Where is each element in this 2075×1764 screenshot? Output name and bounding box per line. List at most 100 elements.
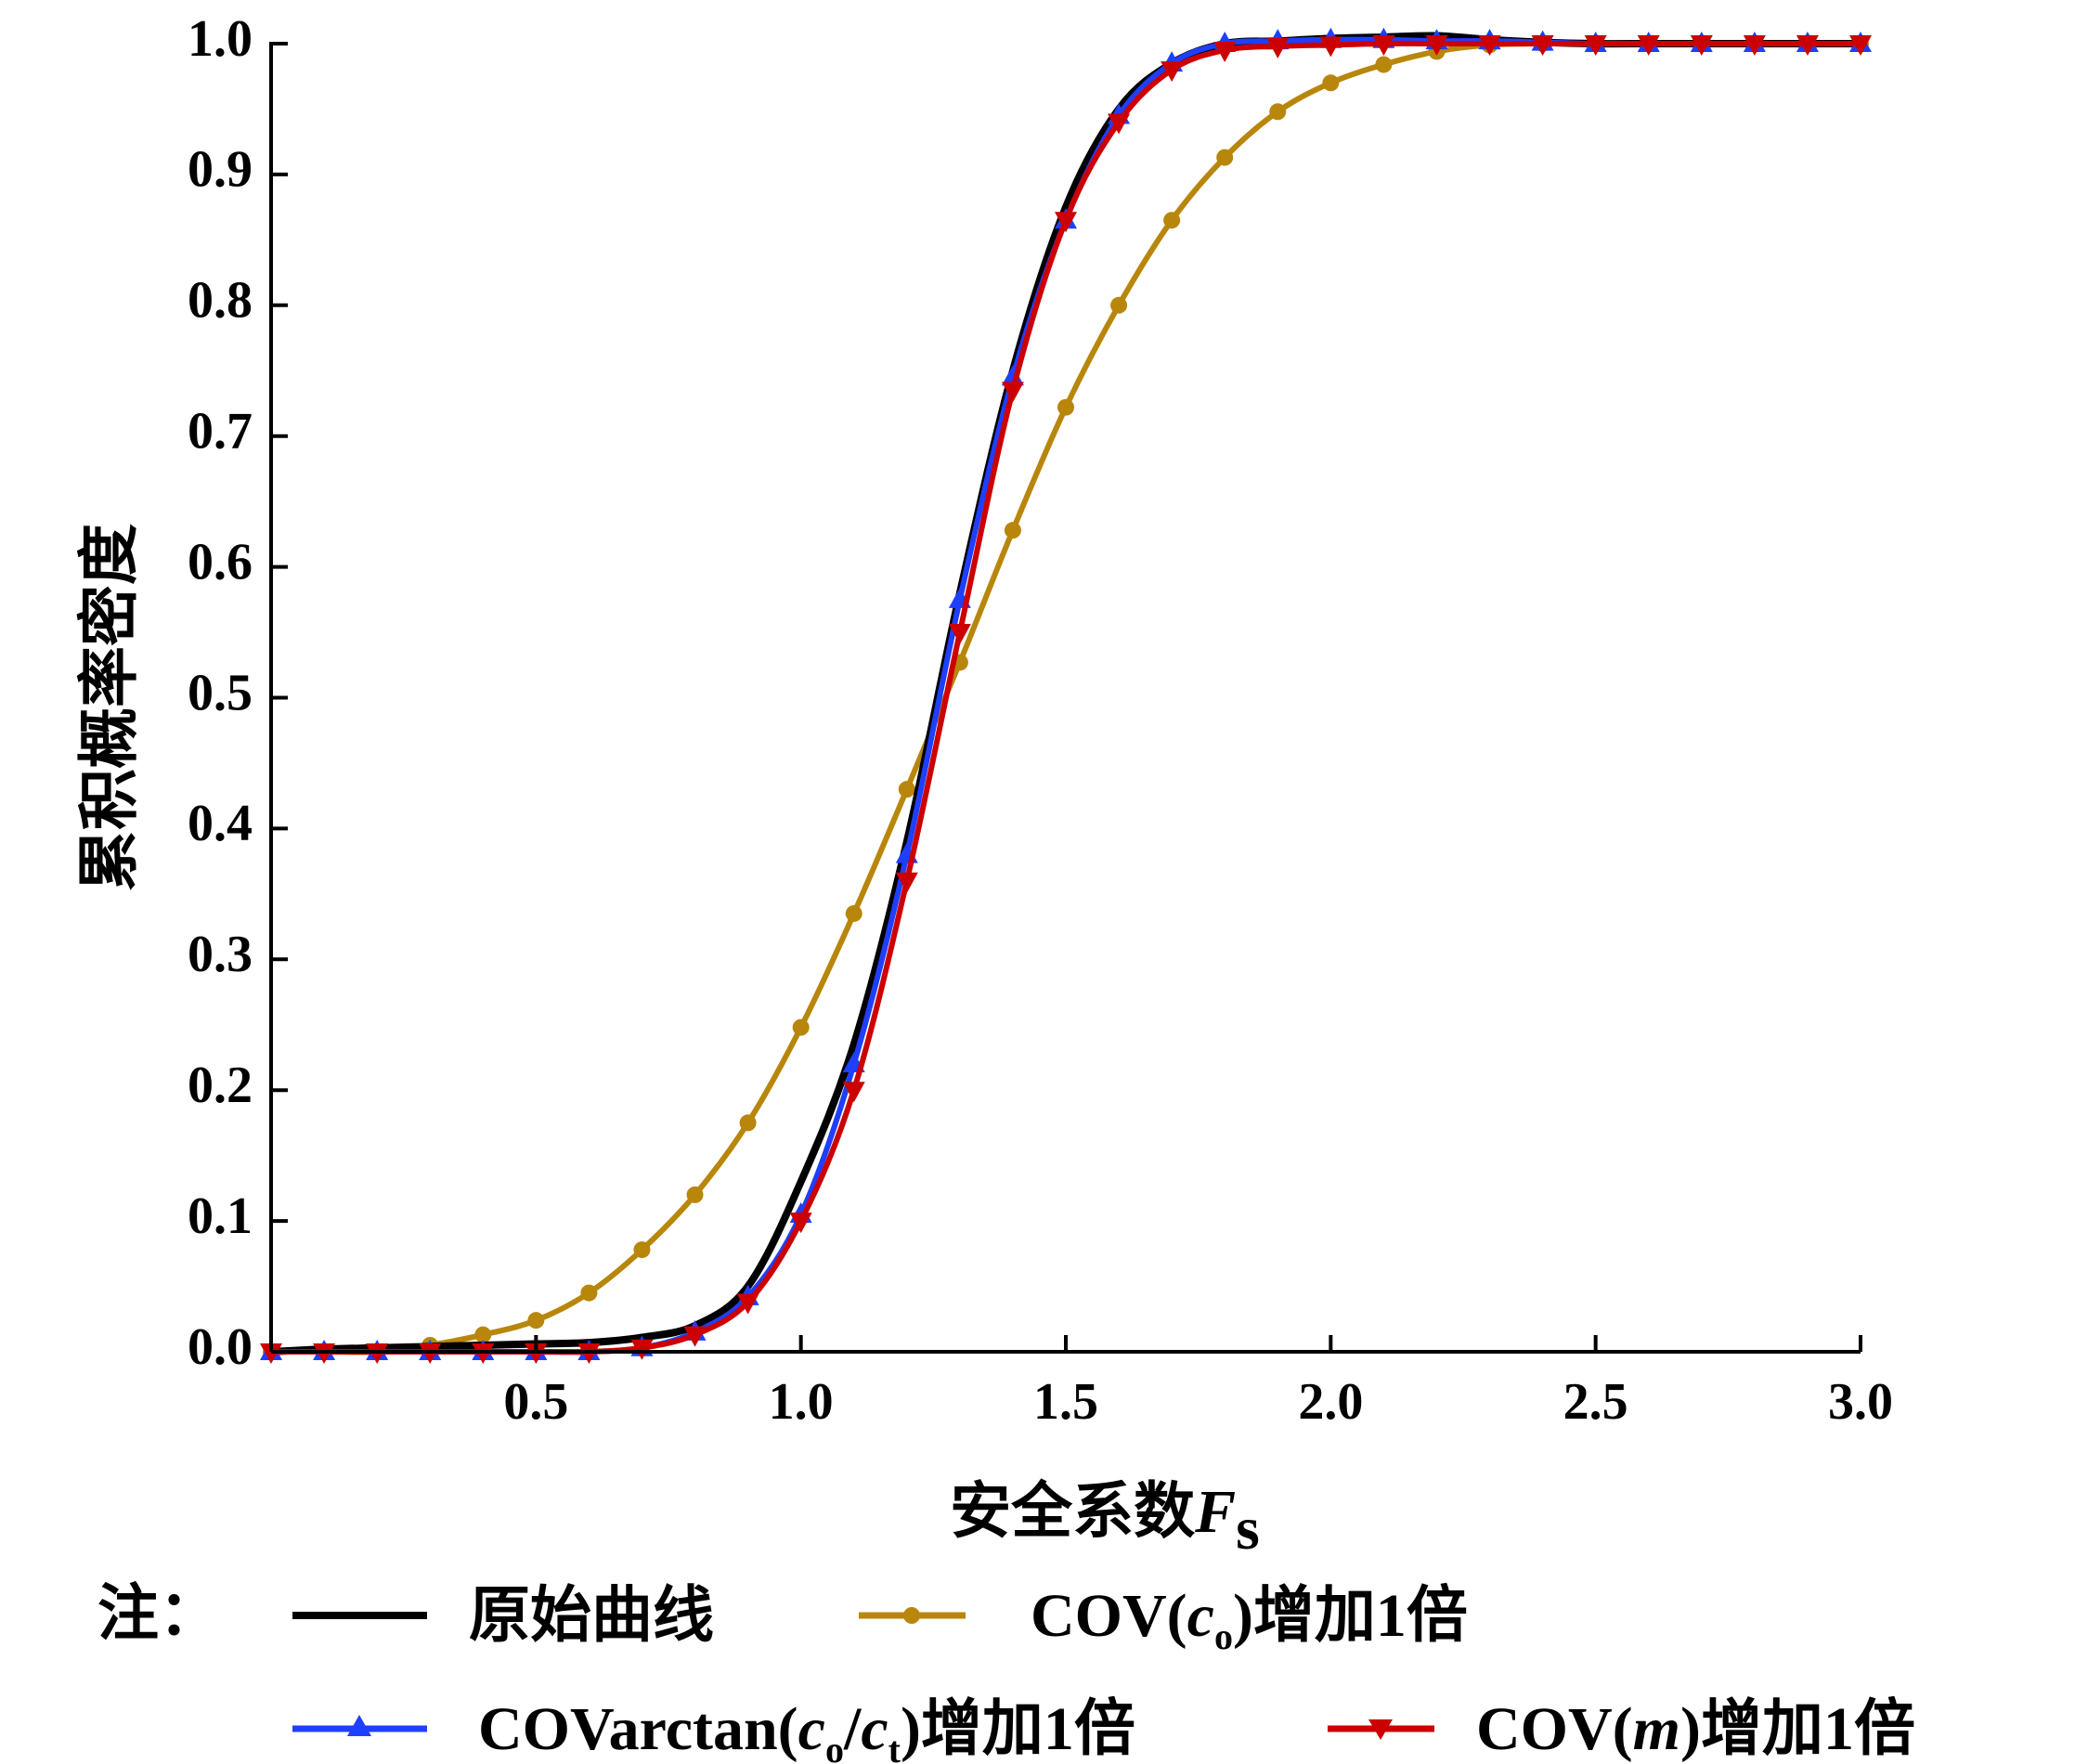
legend-item-cov-arctan: COVarctan(co/ct)增加1倍: [292, 1695, 1135, 1764]
data-point-cov-co: [739, 1114, 757, 1132]
data-point-cov-co: [1057, 398, 1074, 416]
data-point-cov-co: [1216, 149, 1234, 166]
data-point-cov-co: [898, 781, 915, 798]
data-point-cov-co: [1110, 296, 1128, 314]
data-point-cov-m: [736, 1293, 759, 1315]
data-point-cov-co: [633, 1241, 651, 1259]
x-tick-label: 3.0: [1828, 1373, 1893, 1431]
legend-marker-cov-arctan: [347, 1715, 371, 1736]
data-point-cov-co: [1163, 212, 1181, 229]
data-point-cov-m: [842, 1082, 865, 1103]
x-axis-title-main: 安全系数: [950, 1475, 1195, 1547]
legend-label-cov-arctan: COVarctan(co/ct)增加1倍: [478, 1695, 1135, 1764]
data-point-cov-m: [1319, 36, 1342, 58]
data-point-cov-arctan: [1001, 365, 1024, 386]
y-tick-label: 1.0: [188, 10, 253, 68]
legend-label-cov-co-var: c: [1187, 1582, 1214, 1650]
legend-label-cov-m-suffix: )增加1倍: [1680, 1695, 1915, 1763]
legend-label-cov-arctan-sub: o: [825, 1729, 844, 1764]
data-point-cov-m: [1584, 35, 1607, 56]
data-point-cov-m: [1266, 37, 1290, 58]
data-point-cov-m: [1213, 42, 1237, 63]
legend-label-cov-co-prefix: COV(: [1031, 1582, 1187, 1650]
x-tick-label: 1.5: [1033, 1373, 1098, 1431]
legend-label-cov-m-var: m: [1633, 1695, 1680, 1763]
y-tick-label: 0.7: [188, 403, 253, 460]
data-point-cov-co: [845, 904, 862, 922]
y-tick-label: 0.4: [188, 795, 253, 852]
series-line-original: [270, 32, 1861, 1355]
y-tick-label: 0.9: [188, 141, 253, 199]
legend-label-cov-co: COV(co)增加1倍: [1031, 1582, 1468, 1657]
legend-marker-cov-m: [1368, 1719, 1393, 1740]
legend-label-cov-arctan-var: c: [798, 1695, 825, 1763]
data-point-cov-co: [1269, 103, 1287, 121]
data-point-cov-m: [1372, 35, 1395, 56]
y-tick-label: 0.1: [188, 1187, 253, 1245]
x-tick-label: 0.5: [503, 1373, 568, 1431]
legend-label-cov-m: COV(m)增加1倍: [1476, 1695, 1915, 1763]
series-cov-co: [263, 35, 1869, 1360]
y-tick-label: 0.5: [188, 664, 253, 721]
x-axis-title-var: F: [1194, 1478, 1236, 1546]
x-axis-title: 安全系数Fs: [950, 1475, 1260, 1563]
data-point-cov-co: [1375, 56, 1393, 73]
series-cov-m: [260, 35, 1872, 1364]
data-point-cov-m: [895, 872, 918, 893]
series-line-cov-co: [271, 40, 1861, 1355]
y-tick-label: 0.2: [188, 1057, 253, 1114]
series-original: [270, 32, 1861, 1355]
data-point-cov-m: [1425, 35, 1448, 56]
legend-label-cov-arctan-suffix: )增加1倍: [901, 1695, 1135, 1763]
data-point-cov-m: [1478, 35, 1501, 56]
data-point-cov-m: [1108, 113, 1131, 135]
legend-label-cov-co-suffix: )增加1倍: [1233, 1582, 1468, 1650]
data-point-cov-m: [1796, 35, 1819, 56]
x-tick-label: 2.0: [1298, 1373, 1363, 1431]
legend-item-cov-co: COV(co)增加1倍: [859, 1582, 1468, 1657]
x-tick-label: 1.0: [769, 1373, 834, 1431]
legend-label-cov-arctan-prefix: COVarctan(: [478, 1695, 798, 1763]
legend-label-cov-arctan-var2: c: [861, 1695, 888, 1763]
data-point-cov-m: [789, 1213, 812, 1234]
data-point-cov-m: [630, 1339, 654, 1360]
legend-marker-cov-co: [903, 1607, 920, 1624]
y-ticks: 0.0 0.1 0.2 0.3 0.4 0.5 0.6 0.7 0.8 0.9 1.0: [188, 10, 288, 1376]
data-point-cov-co: [686, 1186, 704, 1203]
y-tick-label: 0.0: [188, 1318, 253, 1376]
y-tick-label: 0.8: [188, 272, 253, 330]
data-point-cov-m: [683, 1326, 707, 1347]
data-point-cov-m: [1849, 35, 1872, 56]
data-point-cov-co: [474, 1326, 492, 1343]
data-point-cov-co: [527, 1312, 545, 1329]
data-point-cov-m: [948, 624, 971, 645]
data-point-cov-co: [792, 1018, 810, 1036]
legend-label-cov-arctan-sub2: t: [888, 1729, 901, 1764]
series-line-cov-m: [271, 40, 1861, 1355]
y-axis-title: 累积概率密度: [73, 524, 145, 891]
data-point-cov-m: [1690, 35, 1713, 56]
series-line-cov-arctan: [271, 36, 1861, 1355]
data-point-cov-m: [1743, 35, 1766, 56]
data-point-cov-m: [1055, 212, 1077, 233]
legend-item-original: 原始曲线: [292, 1579, 714, 1651]
legend: 注： 原始曲线 COV(co)增加1倍 COVarctan(co/ct)增加1倍…: [97, 1577, 1915, 1764]
plot-series: [260, 27, 1872, 1364]
data-point-cov-m: [1637, 35, 1660, 56]
data-point-cov-co: [1004, 522, 1021, 539]
x-ticks: 0.5 1.0 1.5 2.0 2.5 3.0: [503, 1335, 1893, 1431]
y-tick-label: 0.6: [188, 533, 253, 590]
data-point-cov-m: [1161, 61, 1184, 83]
x-tick-label: 2.5: [1563, 1373, 1628, 1431]
axes: [269, 42, 1861, 1354]
legend-label-original: 原始曲线: [469, 1579, 714, 1651]
data-point-cov-co: [1322, 74, 1340, 92]
data-point-cov-co: [580, 1284, 598, 1302]
x-axis-title-sub: s: [1236, 1495, 1260, 1563]
legend-item-cov-m: COV(m)增加1倍: [1328, 1695, 1915, 1763]
legend-note: 注：: [97, 1577, 220, 1649]
legend-label-cov-arctan-mid: /: [843, 1695, 862, 1763]
y-tick-label: 0.3: [188, 926, 253, 983]
legend-label-cov-m-prefix: COV(: [1476, 1695, 1633, 1763]
